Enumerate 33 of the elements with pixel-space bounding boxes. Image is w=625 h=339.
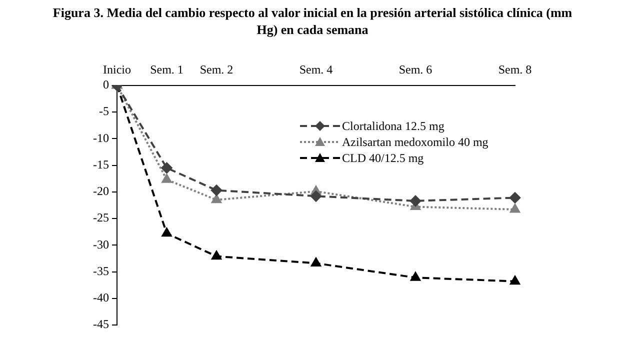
x-tick-label: Sem. 4 [299, 62, 333, 76]
legend-label: CLD 40/12.5 mg [342, 150, 424, 166]
point [162, 174, 172, 183]
point [161, 162, 172, 174]
x-tick-label: Sem. 1 [150, 62, 184, 76]
y-tick-label: -10 [92, 130, 109, 145]
x-tick-label: Sem. 2 [200, 62, 234, 76]
y-tick-label: -45 [92, 317, 109, 332]
y-tick-label: -15 [92, 157, 109, 172]
x-tick-label: Inicio [102, 62, 131, 76]
y-tick-label: -5 [98, 104, 109, 118]
chart-title: Figura 3. Media del cambio respecto al valor inicial en la presión arterial sistólica clínica (mm Hg) en cada semana [52, 4, 572, 38]
point [510, 192, 520, 204]
point [310, 190, 322, 202]
point [410, 195, 421, 206]
point [311, 258, 321, 266]
point [212, 250, 222, 260]
point [410, 272, 420, 281]
y-tick-label: -25 [92, 210, 109, 225]
x-tick-label: Sem. 8 [498, 62, 532, 76]
y-tick-label: -40 [92, 290, 109, 305]
point [510, 276, 520, 285]
point [162, 228, 172, 237]
y-tick-label: -20 [92, 184, 109, 198]
point [210, 184, 222, 196]
legend-label: Clortalidona 12.5 mg [342, 118, 444, 134]
y-tick-label: -30 [92, 237, 109, 252]
point [510, 204, 520, 213]
x-tick-label: Sem. 6 [398, 62, 432, 76]
y-tick-label: 0 [102, 78, 109, 92]
point [212, 194, 222, 204]
y-tick-label: -35 [92, 264, 109, 278]
legend-label: Azilsartan medoxomilo 40 mg [342, 134, 488, 150]
